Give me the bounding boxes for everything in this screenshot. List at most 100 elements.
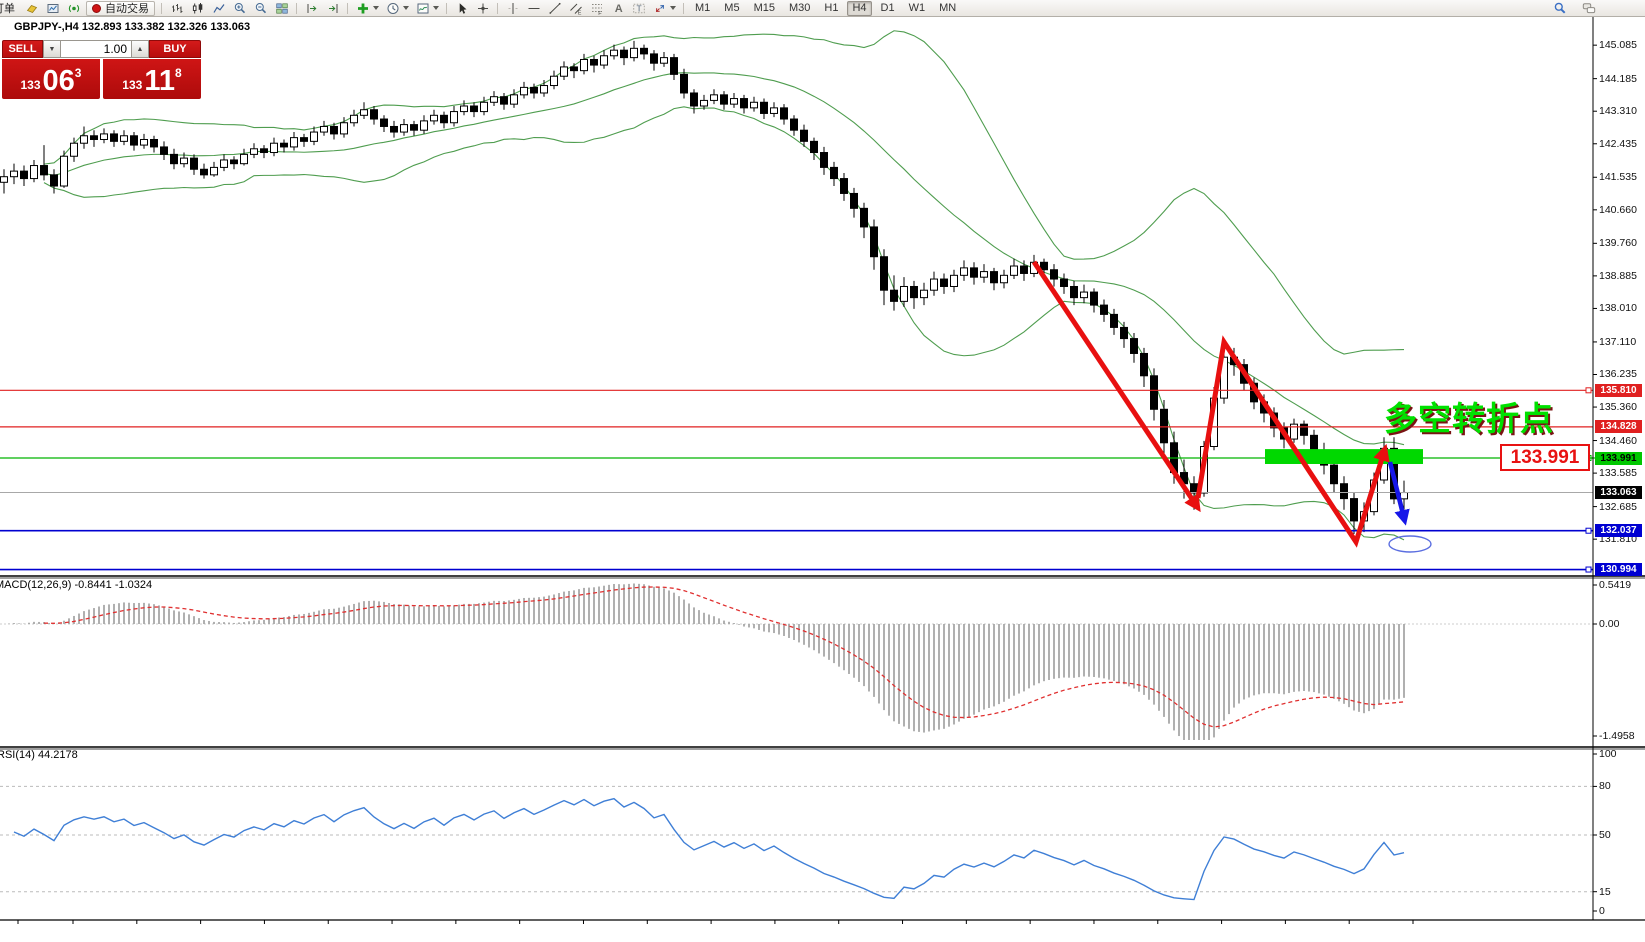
- timeframe-button-h1[interactable]: H1: [824, 1, 839, 14]
- trend-arrow-2[interactable]: [1195, 335, 1390, 548]
- candle-body: [60, 155, 68, 187]
- price-tag-130.994: 130.994: [1595, 563, 1642, 577]
- svg-text:F: F: [598, 10, 602, 14]
- sell-signal-arrow[interactable]: [1387, 461, 1410, 526]
- label-icon[interactable]: T: [628, 1, 649, 16]
- candle-body: [450, 111, 458, 124]
- macd-axis-label: 0.00: [1599, 618, 1620, 630]
- candle-body: [1310, 434, 1318, 451]
- candlestick-chart-icon[interactable]: [187, 1, 208, 16]
- candle-body: [830, 166, 838, 180]
- auto-scroll-icon[interactable]: [301, 1, 322, 16]
- hline-handle[interactable]: [1585, 527, 1592, 534]
- vline-icon[interactable]: [502, 1, 523, 16]
- new-order-icon[interactable]: [21, 1, 42, 16]
- tile-windows-icon[interactable]: [271, 1, 292, 16]
- toolbar: 订单 自动交易 E F A T M1 M5 M15 M30 H1 H4 D1 W1 MN: [0, 0, 1645, 17]
- chevron-down-icon[interactable]: [433, 6, 439, 10]
- timeframe-button-d1[interactable]: D1: [880, 1, 895, 14]
- candle-body: [870, 226, 878, 258]
- chart-window-icon[interactable]: [42, 1, 63, 16]
- chat-icon[interactable]: [1578, 1, 1599, 16]
- candle-body: [930, 278, 938, 291]
- autotrade-button[interactable]: 自动交易: [86, 0, 155, 16]
- bar-chart-icon[interactable]: [166, 1, 187, 16]
- candle-body: [710, 94, 718, 101]
- rsi-axis-label: 50: [1599, 829, 1611, 841]
- indicators-add-icon[interactable]: [352, 1, 373, 16]
- chevron-down-icon[interactable]: [373, 6, 379, 10]
- signal-icon[interactable]: [63, 1, 84, 16]
- volume-decrease-button[interactable]: ▼: [43, 40, 61, 58]
- timeframe-button-m30[interactable]: M30: [788, 1, 811, 14]
- candlestick-series: [0, 40, 1408, 534]
- candle-body: [860, 207, 868, 228]
- chevron-down-icon[interactable]: [403, 6, 409, 10]
- candle-body: [400, 124, 408, 133]
- price-level-label[interactable]: 133.991: [1500, 444, 1590, 471]
- fibonacci-icon[interactable]: F: [586, 1, 607, 16]
- buy-price-big: 11: [144, 65, 175, 98]
- volume-increase-button[interactable]: ▲: [131, 40, 149, 58]
- hline-icon[interactable]: [523, 1, 544, 16]
- svg-text:A: A: [614, 3, 622, 15]
- candle-body: [40, 165, 48, 176]
- line-chart-icon[interactable]: [208, 1, 229, 16]
- candle-body: [670, 57, 678, 75]
- sell-price-prefix: 133: [20, 78, 41, 92]
- candle-body: [530, 86, 538, 94]
- candle-body: [190, 157, 198, 170]
- chart-shift-icon[interactable]: [322, 1, 343, 16]
- chevron-down-icon[interactable]: [670, 6, 676, 10]
- price-tick-label: 133.585: [1599, 467, 1637, 480]
- candle-body: [1000, 274, 1008, 284]
- hline-handle[interactable]: [1585, 387, 1592, 394]
- sell-button[interactable]: SELL: [2, 40, 43, 58]
- trend-arrow-1[interactable]: [1031, 260, 1201, 513]
- buy-button[interactable]: BUY: [149, 40, 201, 58]
- zoom-out-icon[interactable]: [250, 1, 271, 16]
- toolbar-icons: 自动交易 E F A T M1 M5 M15 M30 H1 H4 D1 W1 MN: [21, 0, 963, 16]
- candle-body: [790, 118, 798, 131]
- candle-body: [120, 135, 128, 142]
- candle-body: [620, 49, 628, 59]
- candle-body: [650, 53, 658, 64]
- candle-body: [1100, 304, 1108, 315]
- candle-body: [720, 94, 728, 105]
- annotation-text[interactable]: 多空转折点: [1384, 400, 1554, 437]
- timeframe-button-h4[interactable]: H4: [847, 0, 872, 16]
- hline-handle[interactable]: [1585, 566, 1592, 573]
- timeframe-button-w1[interactable]: W1: [908, 1, 926, 14]
- candle-body: [770, 107, 778, 114]
- channel-icon[interactable]: E: [565, 1, 586, 16]
- zoom-in-icon[interactable]: [229, 1, 250, 16]
- support-zone-rectangle[interactable]: [1265, 449, 1423, 464]
- sell-price-box[interactable]: 133 06 3: [2, 59, 100, 99]
- orders-button[interactable]: 订单: [0, 3, 15, 15]
- arrows-icon[interactable]: [649, 1, 670, 16]
- volume-input[interactable]: [61, 40, 131, 58]
- timeframe-button-m5[interactable]: M5: [724, 1, 740, 14]
- candle-body: [500, 96, 508, 105]
- timeframe-button-m15[interactable]: M15: [753, 1, 775, 14]
- text-icon[interactable]: A: [607, 1, 628, 16]
- candle-body: [920, 289, 928, 299]
- candle-body: [1350, 498, 1358, 522]
- template-icon[interactable]: [412, 1, 433, 16]
- rsi-axis-label: 80: [1599, 780, 1611, 793]
- price-tick-label: 138.010: [1599, 302, 1637, 315]
- timeframe-button-m1[interactable]: M1: [695, 1, 711, 14]
- candle-body: [1140, 352, 1148, 377]
- timeframe-button-mn[interactable]: MN: [939, 1, 957, 14]
- ellipse-annotation[interactable]: [1388, 535, 1432, 553]
- price-tick-label: 144.185: [1599, 72, 1637, 85]
- crosshair-icon[interactable]: [472, 1, 493, 16]
- autotrade-label: 自动交易: [105, 3, 149, 15]
- buy-price-box[interactable]: 133 11 8: [103, 59, 201, 99]
- trendline-icon[interactable]: [544, 1, 565, 16]
- periods-icon[interactable]: [382, 1, 403, 16]
- cursor-icon[interactable]: [451, 1, 472, 16]
- candle-body: [610, 49, 618, 57]
- search-icon[interactable]: [1549, 1, 1570, 16]
